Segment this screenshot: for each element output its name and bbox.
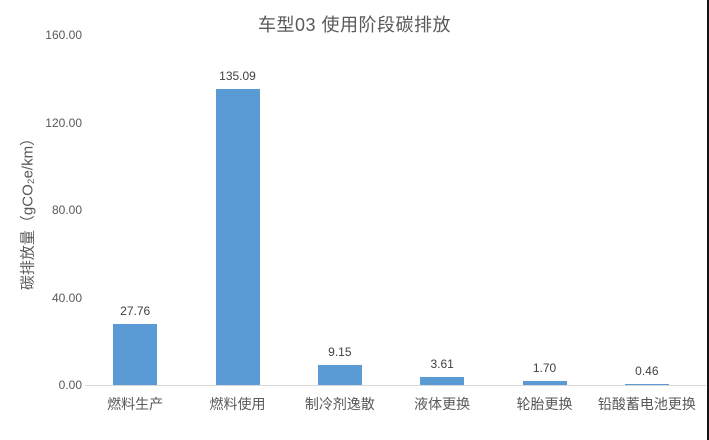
bar-value-label: 135.09: [219, 69, 256, 84]
bar-value-label: 1.70: [532, 361, 557, 376]
chart-title: 车型03 使用阶段碳排放: [257, 15, 452, 35]
y-tick-label: 160.00: [45, 28, 82, 42]
category-label: 制冷剂逸散: [304, 396, 375, 412]
bar: [215, 89, 260, 385]
y-tick-label: 120.00: [45, 115, 82, 130]
y-tick-label: 40.00: [51, 290, 82, 305]
x-axis-line: [85, 385, 706, 386]
category-label: 轮胎更换: [516, 396, 573, 412]
bar: [113, 324, 158, 385]
bar: [624, 383, 669, 385]
bar-value-label: 3.61: [430, 357, 454, 372]
category-label: 燃料生产: [107, 396, 164, 412]
window-edge-line: [707, 0, 709, 440]
bar-value-label: 0.46: [635, 363, 659, 378]
y-tick-label: 0.00: [58, 378, 82, 392]
category-label: 铅酸蓄电池更换: [597, 396, 696, 412]
bar-value-label: 27.76: [120, 304, 151, 319]
category-label: 燃料使用: [209, 396, 266, 412]
category-label: 液体更换: [414, 396, 471, 412]
y-tick-label: 80.00: [51, 203, 82, 217]
bar: [317, 364, 362, 385]
bar-value-label: 9.15: [328, 344, 352, 359]
bar: [522, 381, 567, 385]
bar: [420, 377, 465, 385]
